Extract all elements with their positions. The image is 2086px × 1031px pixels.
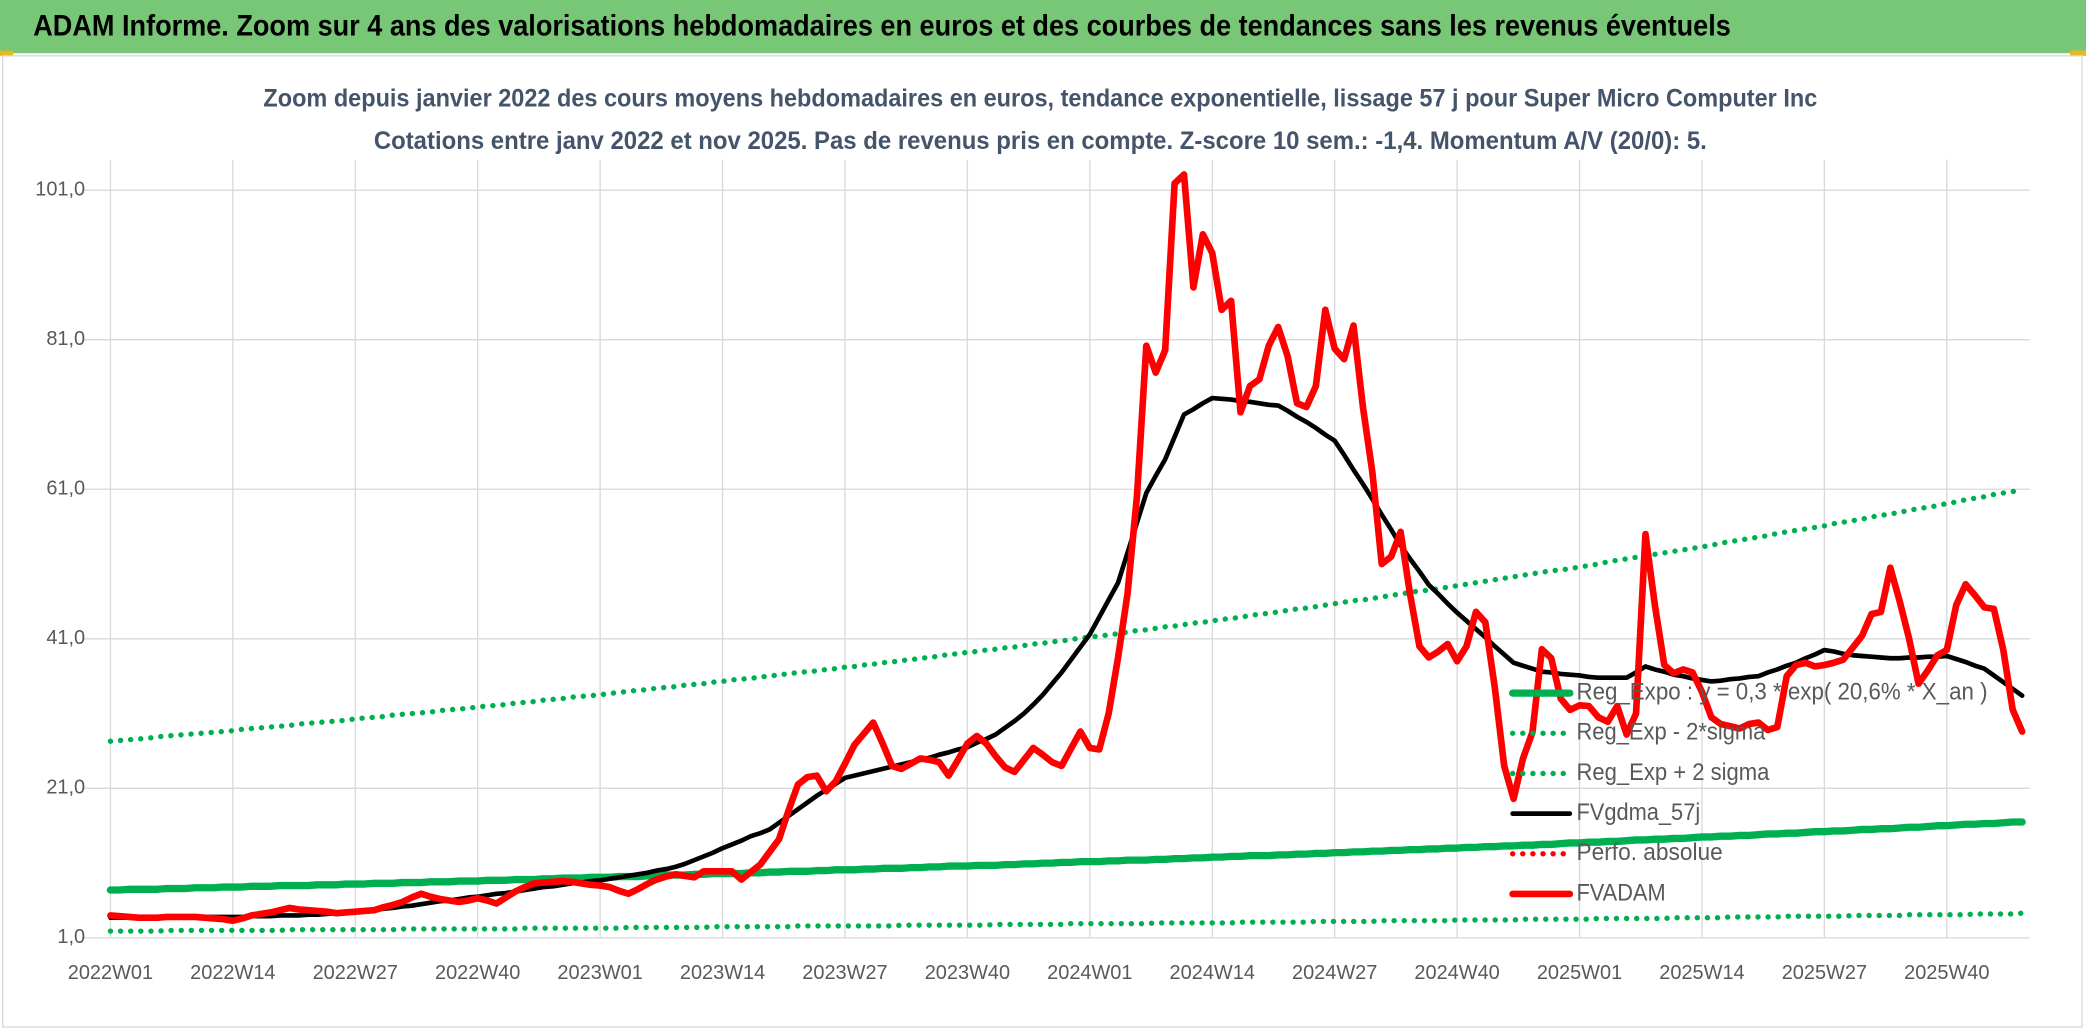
x-tick-label: 2023W01 (557, 962, 642, 984)
x-tick-label: 2024W01 (1047, 962, 1132, 984)
x-tick-label: 2023W40 (925, 962, 1010, 984)
legend-label: FVgdma_57j (1576, 799, 1700, 826)
plot (106, 171, 2026, 934)
banner-title: ADAM Informe. Zoom sur 4 ans des valoris… (33, 11, 1731, 43)
x-tick-label: 2022W01 (68, 962, 153, 984)
legend-label: Perfo. absolue (1576, 839, 1722, 866)
chart-subtitle: Cotations entre janv 2022 et nov 2025. P… (374, 127, 1707, 155)
x-tick-label: 2022W14 (190, 962, 275, 984)
chart-frame (1, 55, 2083, 1028)
corner-mark (0, 50, 14, 56)
legend-label: Reg_Exp - 2*sigma (1576, 719, 1766, 746)
x-tick-label: 2023W27 (802, 962, 887, 984)
series-line (106, 818, 2026, 894)
corner-mark (2070, 50, 2086, 56)
grid: 1,0 21,0 41,0 61,0 81,0 101,0 2022W01 2022W14 20… (35, 159, 2031, 984)
legend: Reg_Expo : y = 0,3 * exp( 20,6% * X_an )… (1508, 678, 1988, 906)
x-tick-label: 2025W01 (1537, 962, 1622, 984)
banner-bar (0, 0, 2086, 54)
x-tick-label: 2022W40 (435, 962, 520, 984)
series-line (108, 395, 2025, 921)
legend-label: FVADAM (1576, 879, 1665, 906)
y-tick-label: 1,0 (57, 926, 85, 948)
series-line (107, 487, 2025, 744)
x-tick-label: 2024W14 (1170, 962, 1255, 984)
x-tick-label: 2025W40 (1904, 962, 1989, 984)
x-tick-label: 2024W40 (1414, 962, 1499, 984)
y-tick-label: 21,0 (46, 777, 85, 799)
chart-title: Zoom depuis janvier 2022 des cours moyen… (263, 84, 1817, 112)
x-tick-label: 2025W27 (1782, 962, 1867, 984)
x-tick-label: 2023W14 (680, 962, 765, 984)
x-tick-label: 2024W27 (1292, 962, 1377, 984)
y-tick-label: 101,0 (35, 178, 85, 200)
series-line (107, 171, 2026, 925)
y-tick-label: 81,0 (46, 328, 85, 350)
legend-label: Reg_Expo : y = 0,3 * exp( 20,6% * X_an ) (1576, 678, 1987, 705)
legend-label: Reg_Exp + 2 sigma (1576, 759, 1770, 786)
x-tick-label: 2025W14 (1659, 962, 1744, 984)
y-tick-label: 41,0 (46, 627, 85, 649)
x-tick-label: 2022W27 (313, 962, 398, 984)
y-tick-label: 61,0 (46, 478, 85, 500)
